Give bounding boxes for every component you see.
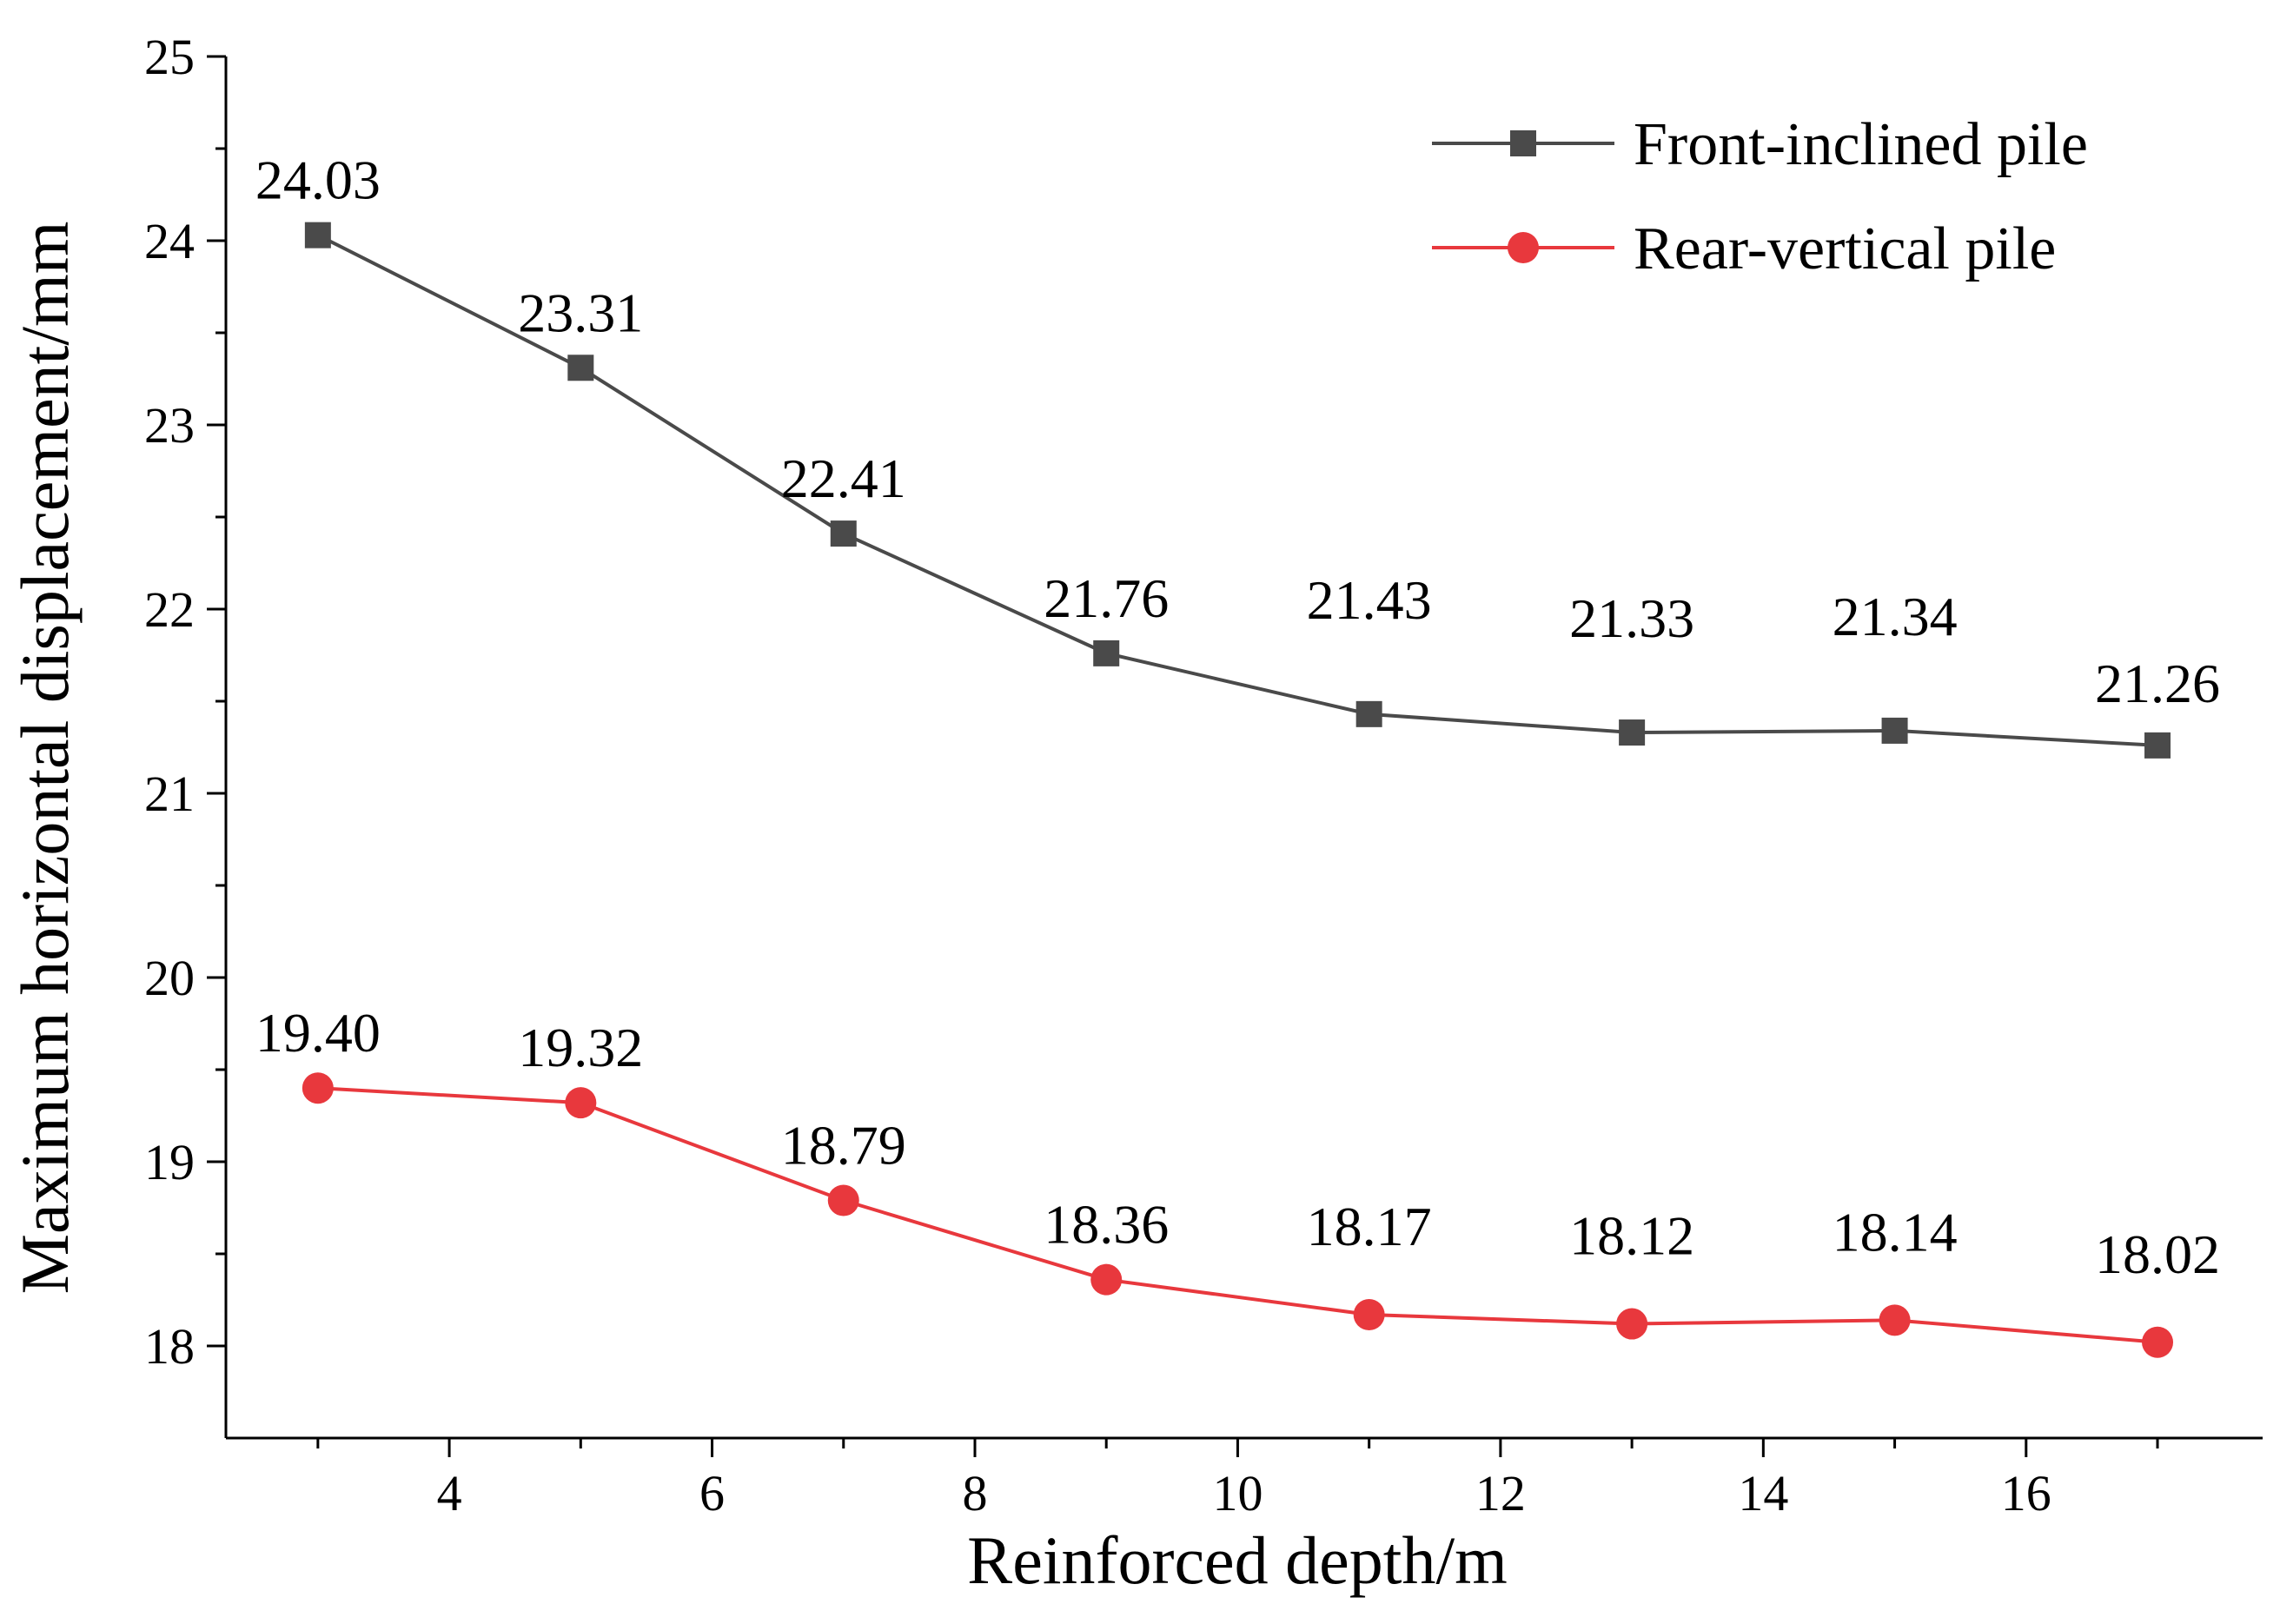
rear-vertical-data-label: 18.14: [1833, 1201, 1958, 1263]
front-inclined-point: [1619, 719, 1646, 746]
rear-vertical-point: [1879, 1304, 1911, 1336]
rear-vertical-series-line: [317, 1086, 2158, 1344]
front-inclined-data-label: 22.41: [781, 447, 906, 509]
front-inclined-point: [1355, 700, 1382, 727]
x-tick-label: 4: [437, 1465, 462, 1521]
rear-vertical-point: [2142, 1326, 2174, 1358]
rear-vertical-point: [827, 1184, 859, 1216]
y-tick-label: 24: [144, 213, 195, 269]
rear-vertical-point: [302, 1072, 334, 1104]
y-axis-title: Maximum horizontal displacement/mm: [7, 222, 83, 1295]
front-inclined-data-label: 21.76: [1044, 567, 1169, 629]
y-tick-label: 25: [144, 29, 195, 85]
front-inclined-data-label: 21.43: [1307, 569, 1432, 631]
front-inclined-point: [2144, 732, 2171, 759]
series-layer: [302, 222, 2174, 1358]
rear-vertical-data-label: 19.32: [518, 1017, 643, 1078]
front-inclined-data-label: 21.33: [1569, 587, 1694, 649]
y-tick-label: 18: [144, 1318, 195, 1375]
x-axis-title: Reinforced depth/m: [967, 1522, 1508, 1598]
front-inclined-data-label: 24.03: [255, 149, 381, 211]
legend: Front-inclined pile Rear-vertical pile: [1432, 111, 2088, 282]
x-tick-label: 8: [962, 1465, 987, 1521]
rear-vertical-point: [1616, 1308, 1648, 1340]
front-inclined-point: [1881, 717, 1908, 744]
y-tick-label: 20: [144, 950, 195, 1006]
front-inclined-data-label: 21.26: [2095, 653, 2220, 714]
rear-vertical-legend-marker: [1508, 232, 1539, 263]
rear-vertical-data-label: 18.17: [1307, 1196, 1432, 1257]
front-inclined-point: [567, 355, 594, 381]
front-inclined-point: [1093, 640, 1120, 666]
front-inclined-legend-marker: [1510, 130, 1536, 156]
x-tick-label: 14: [1738, 1465, 1788, 1521]
front-inclined-point: [830, 520, 857, 547]
rear-vertical-data-label: 18.79: [781, 1115, 906, 1177]
rear-vertical-data-label: 18.12: [1569, 1205, 1694, 1267]
front-inclined-data-label: 21.34: [1833, 586, 1958, 647]
rear-vertical-point: [1353, 1298, 1385, 1330]
rear-vertical-data-label: 18.02: [2095, 1223, 2220, 1285]
data-labels: 24.03 23.31 22.41 21.76 21.43 21.33 21.34 21.26…: [255, 149, 2220, 1285]
x-tick-label: 12: [1475, 1465, 1526, 1521]
x-tick-label: 10: [1212, 1465, 1263, 1521]
x-tick-label: 16: [2001, 1465, 2051, 1521]
y-tick-label: 22: [144, 581, 195, 638]
y-tick-label: 23: [144, 397, 195, 454]
rear-vertical-point: [565, 1087, 597, 1119]
front-inclined-legend-label: Front-inclined pile: [1634, 111, 2088, 178]
front-inclined-point: [304, 222, 331, 249]
rear-vertical-data-label: 19.40: [255, 1002, 381, 1064]
y-tick-label: 21: [144, 766, 195, 822]
axes: 18 19 20 21 22 23 24 25 4 6 8 10 12 14 16: [144, 29, 2263, 1521]
y-tick-label: 19: [144, 1134, 195, 1190]
rear-vertical-data-label: 18.36: [1044, 1194, 1169, 1256]
front-inclined-series-line: [316, 233, 2158, 747]
rear-vertical-legend-label: Rear-vertical pile: [1634, 215, 2056, 282]
x-tick-label: 6: [699, 1465, 725, 1521]
front-inclined-data-label: 23.31: [518, 282, 643, 343]
rear-vertical-point: [1090, 1263, 1123, 1296]
